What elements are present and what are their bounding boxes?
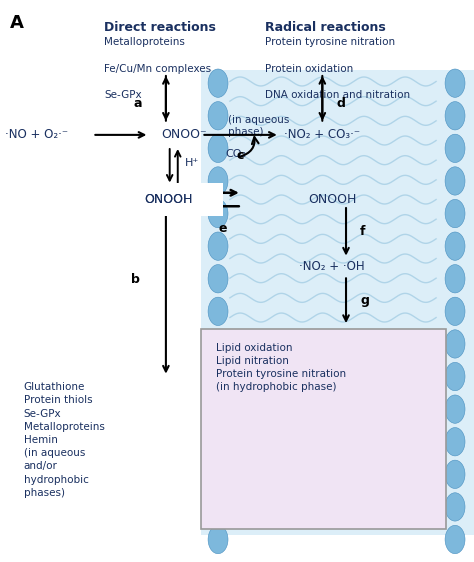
Ellipse shape [208,69,228,97]
Ellipse shape [208,525,228,554]
Ellipse shape [208,232,228,260]
Ellipse shape [208,362,228,391]
Text: f: f [360,225,366,238]
Ellipse shape [445,200,465,228]
Text: Glutathione
Protein thiols
Se-GPx
Metalloproteins
Hemin
(in aqueous
and/or
hydro: Glutathione Protein thiols Se-GPx Metall… [24,382,105,498]
Ellipse shape [208,395,228,423]
Ellipse shape [445,134,465,162]
Text: ·NO₂ + CO₃·⁻: ·NO₂ + CO₃·⁻ [284,128,361,142]
Text: ONOO⁻: ONOO⁻ [161,128,207,142]
Text: g: g [360,294,369,307]
Ellipse shape [445,265,465,293]
Text: ·NO + O₂·⁻: ·NO + O₂·⁻ [5,128,68,142]
Ellipse shape [445,395,465,423]
Ellipse shape [208,460,228,488]
Text: b: b [131,273,140,286]
Text: ONOOH: ONOOH [145,193,193,206]
Text: e: e [219,222,227,235]
Text: Lipid oxidation
Lipid nitration
Protein tyrosine nitration
(in hydrophobic phase: Lipid oxidation Lipid nitration Protein … [216,343,346,392]
Text: Direct reactions: Direct reactions [104,21,216,34]
FancyBboxPatch shape [201,329,446,529]
Text: Metalloproteins: Metalloproteins [104,37,185,47]
FancyBboxPatch shape [201,70,474,535]
FancyBboxPatch shape [142,183,223,216]
Text: a: a [134,97,142,111]
Text: A: A [9,14,23,32]
Text: Protein tyrosine nitration: Protein tyrosine nitration [265,37,396,47]
Text: Se-GPx: Se-GPx [104,90,142,101]
Text: c: c [237,149,244,162]
Text: d: d [337,97,346,111]
Ellipse shape [445,297,465,325]
Text: H⁺: H⁺ [185,158,199,168]
Text: Radical reactions: Radical reactions [265,21,386,34]
Ellipse shape [445,69,465,97]
Ellipse shape [208,200,228,228]
Text: DNA oxidation and nitration: DNA oxidation and nitration [265,90,410,101]
Ellipse shape [208,265,228,293]
Ellipse shape [208,493,228,521]
Ellipse shape [208,167,228,195]
Ellipse shape [208,102,228,130]
Ellipse shape [445,167,465,195]
Ellipse shape [445,232,465,260]
Ellipse shape [208,297,228,325]
Text: (in aqueous
phase): (in aqueous phase) [228,115,289,137]
Text: ONOOH: ONOOH [308,193,356,206]
Ellipse shape [208,330,228,358]
Ellipse shape [445,493,465,521]
Ellipse shape [445,102,465,130]
Text: Fe/Cu/Mn complexes: Fe/Cu/Mn complexes [104,64,211,74]
Ellipse shape [208,428,228,456]
Text: Protein oxidation: Protein oxidation [265,64,354,74]
Ellipse shape [445,362,465,391]
FancyArrowPatch shape [240,137,258,157]
Ellipse shape [445,428,465,456]
Text: CO₂: CO₂ [225,149,246,159]
Ellipse shape [445,460,465,488]
Ellipse shape [445,330,465,358]
Text: ·NO₂ + ·OH: ·NO₂ + ·OH [299,260,364,274]
Ellipse shape [208,134,228,162]
Ellipse shape [445,525,465,554]
Text: ONOOH: ONOOH [145,193,193,206]
